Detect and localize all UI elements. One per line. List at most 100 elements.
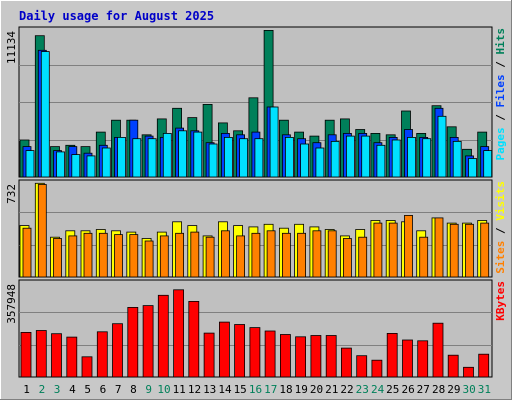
sites-bar-day-24 — [373, 222, 383, 278]
panel-hits-files-pages: 11134 Pages / Files / Hits — [5, 26, 507, 178]
series-pages — [25, 51, 493, 178]
day-label-18: 18 — [279, 383, 292, 396]
kbytes-bar-day-20 — [310, 335, 322, 378]
kbytes-bar-day-23 — [356, 355, 368, 378]
pages-bar-day-7 — [117, 136, 126, 178]
sites-bar-day-25 — [388, 222, 398, 278]
kbytes-bar-day-1 — [20, 331, 32, 378]
day-label-1: 1 — [23, 383, 30, 396]
kbytes-bar-day-2 — [35, 330, 47, 378]
pages-bar-day-29 — [452, 140, 462, 178]
day-label-4: 4 — [69, 383, 76, 396]
sites-bar-day-22 — [342, 238, 352, 278]
kbytes-bar-day-5 — [81, 356, 93, 378]
pages-bar-day-3 — [56, 151, 65, 178]
pages-bar-day-31 — [483, 150, 493, 178]
panel-max-label: 11134 — [5, 31, 18, 64]
pages-bar-day-6 — [101, 147, 111, 178]
day-label-26: 26 — [401, 383, 414, 396]
kbytes-bar-day-8 — [127, 306, 139, 378]
kbytes-bar-day-14 — [218, 321, 230, 378]
sites-bar-day-3 — [53, 238, 62, 278]
kbytes-bar-day-26 — [402, 339, 413, 378]
day-label-25: 25 — [386, 383, 399, 396]
kbytes-bar-day-6 — [96, 331, 108, 378]
pages-bar-day-25 — [391, 139, 401, 178]
legend-separator: / — [494, 108, 507, 128]
day-label-12: 12 — [188, 383, 201, 396]
kbytes-bar-day-3 — [51, 333, 62, 378]
pages-bar-day-13 — [208, 143, 218, 178]
day-label-13: 13 — [203, 383, 216, 396]
sites-bar-day-18 — [281, 232, 291, 278]
sites-bar-day-30 — [465, 223, 474, 278]
day-label-16: 16 — [249, 383, 262, 396]
kbytes-bar-day-9 — [142, 305, 154, 378]
day-labels: 1 2 3 4 5 6 7 8 9 10 11 12 13 14 15 16 17 18 19 20 21 22 23 24 2… — [23, 383, 491, 396]
sites-bar-day-12 — [190, 231, 200, 278]
panel-legend: KBytes — [494, 281, 507, 321]
day-label-5: 5 — [84, 383, 91, 396]
panel-visits-sites: 732 Sites / Visits — [5, 179, 507, 278]
day-label-19: 19 — [295, 383, 308, 396]
pages-bar-day-2 — [40, 51, 50, 178]
sites-bar-day-29 — [449, 223, 459, 278]
sites-bar-day-6 — [98, 232, 108, 278]
pages-bar-day-8 — [132, 138, 142, 178]
pages-bar-day-23 — [361, 135, 371, 178]
pages-bar-day-10 — [162, 132, 172, 178]
sites-bar-day-19 — [297, 232, 307, 278]
pages-bar-day-19 — [300, 143, 310, 178]
sites-bar-day-23 — [358, 236, 368, 278]
panel-max-label: 732 — [5, 184, 18, 204]
pages-bar-day-15 — [239, 138, 249, 178]
kbytes-bar-day-31 — [478, 353, 490, 378]
pages-bar-day-20 — [315, 147, 325, 178]
sites-bar-day-28 — [434, 217, 444, 278]
kbytes-bar-day-10 — [157, 294, 169, 378]
day-label-29: 29 — [447, 383, 460, 396]
kbytes-bar-day-16 — [249, 327, 261, 378]
day-label-28: 28 — [432, 383, 445, 396]
day-label-15: 15 — [234, 383, 247, 396]
pages-bar-day-21 — [330, 140, 340, 178]
kbytes-bar-day-25 — [386, 332, 398, 378]
sites-bar-day-15 — [236, 235, 246, 278]
kbytes-bar-day-28 — [432, 322, 444, 378]
sites-bar-day-10 — [159, 235, 169, 278]
day-label-21: 21 — [325, 383, 338, 396]
kbytes-bar-day-12 — [188, 300, 200, 378]
sites-bar-day-11 — [175, 232, 185, 278]
kbytes-bar-day-7 — [112, 323, 123, 378]
pages-bar-day-22 — [345, 135, 355, 178]
sites-bar-day-21 — [327, 230, 337, 278]
day-label-9: 9 — [145, 383, 152, 396]
pages-bar-day-28 — [437, 115, 447, 178]
day-label-8: 8 — [130, 383, 137, 396]
pages-bar-day-12 — [193, 131, 203, 178]
sites-bar-day-4 — [68, 235, 78, 278]
kbytes-bar-day-15 — [234, 324, 246, 378]
sites-bar-day-16 — [251, 232, 261, 278]
sites-bar-day-2 — [37, 184, 47, 278]
sites-bar-day-9 — [144, 240, 154, 278]
pages-bar-day-5 — [86, 155, 96, 178]
kbytes-bar-day-11 — [173, 289, 185, 378]
sites-bar-day-31 — [480, 222, 490, 278]
pages-bar-day-14 — [223, 136, 233, 178]
pages-bar-day-18 — [284, 136, 294, 178]
pages-bar-day-16 — [254, 138, 264, 178]
panel-legend: Sites / Visits — [494, 181, 507, 274]
kbytes-bar-day-17 — [264, 330, 276, 378]
day-label-7: 7 — [115, 383, 122, 396]
kbytes-bar-day-13 — [203, 332, 215, 378]
sites-bar-day-17 — [266, 230, 276, 278]
day-label-17: 17 — [264, 383, 277, 396]
sites-bar-day-26 — [404, 214, 413, 278]
kbytes-bar-day-21 — [325, 335, 337, 378]
day-label-11: 11 — [173, 383, 186, 396]
kbytes-bar-day-22 — [340, 347, 352, 378]
sites-bar-day-20 — [312, 230, 322, 278]
pages-bar-day-27 — [422, 138, 432, 178]
